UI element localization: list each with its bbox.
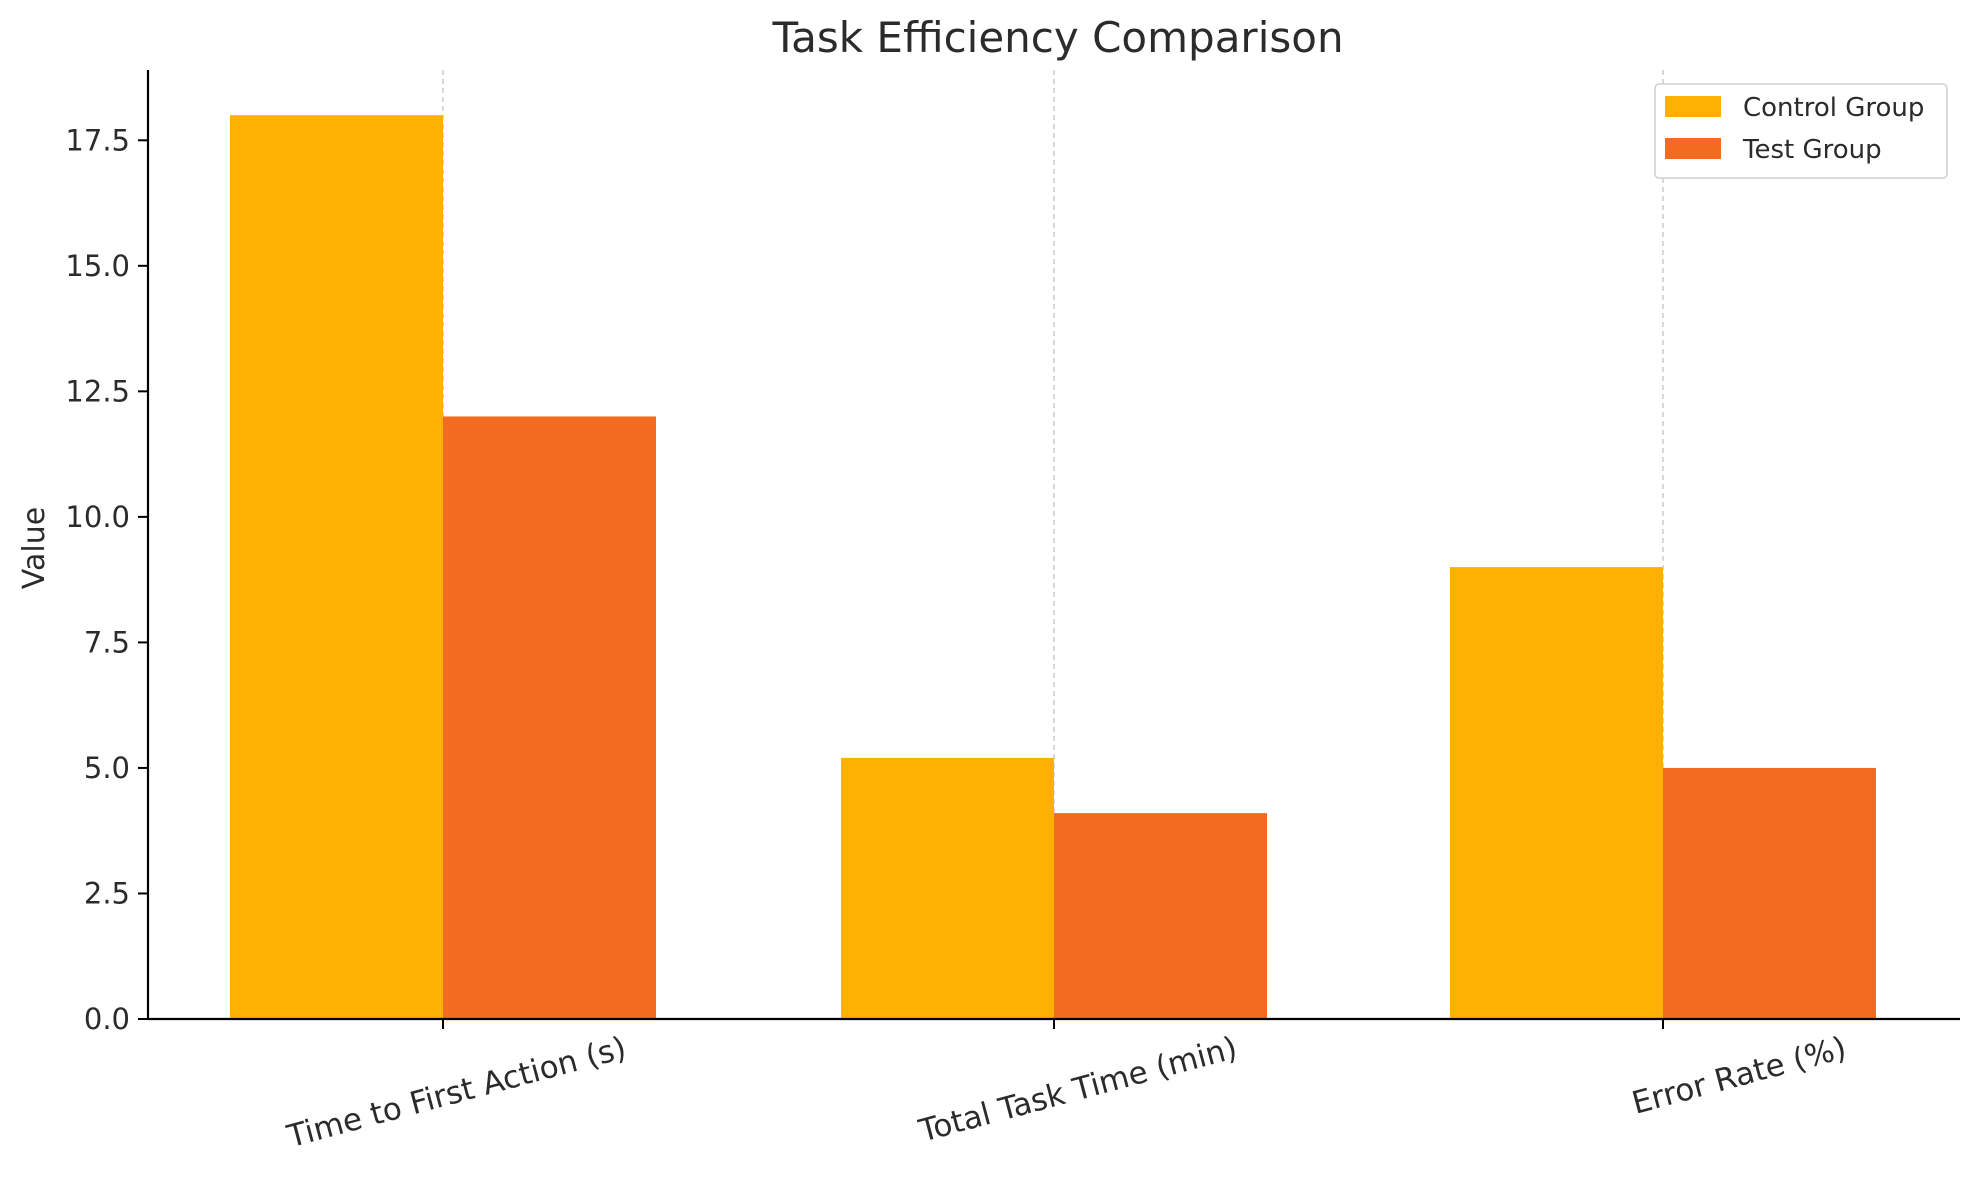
y-tick-label: 17.5	[65, 123, 130, 157]
y-tick-label: 15.0	[65, 249, 130, 283]
bar-control-2	[1450, 567, 1663, 1019]
legend-swatch-test	[1665, 138, 1721, 159]
bar-control-0	[230, 115, 443, 1019]
y-axis-label: Value	[17, 507, 52, 589]
legend: Control Group Test Group	[1654, 83, 1948, 179]
y-tick-label: 12.5	[65, 374, 130, 408]
legend-label-control: Control Group	[1743, 93, 1924, 123]
bars	[230, 115, 1876, 1019]
bar-control-1	[841, 757, 1054, 1019]
bar-test-0	[443, 416, 656, 1019]
legend-label-test: Test Group	[1742, 135, 1882, 165]
y-tick-label: 10.0	[65, 500, 130, 534]
bar-test-2	[1663, 767, 1876, 1019]
legend-frame	[1654, 83, 1948, 179]
y-tick-label: 7.5	[84, 625, 130, 659]
y-tick-label: 0.0	[84, 1002, 130, 1036]
legend-swatch-control	[1665, 96, 1721, 117]
bar-test-1	[1054, 813, 1267, 1019]
chart-title: Task Efficiency Comparison	[771, 13, 1343, 62]
y-tick-label: 2.5	[84, 876, 130, 910]
y-tick-label: 5.0	[84, 751, 130, 785]
y-axis-ticks: 0.0 2.5 5.0 7.5 10.0 12.5 15.0 17.5	[65, 123, 148, 1036]
